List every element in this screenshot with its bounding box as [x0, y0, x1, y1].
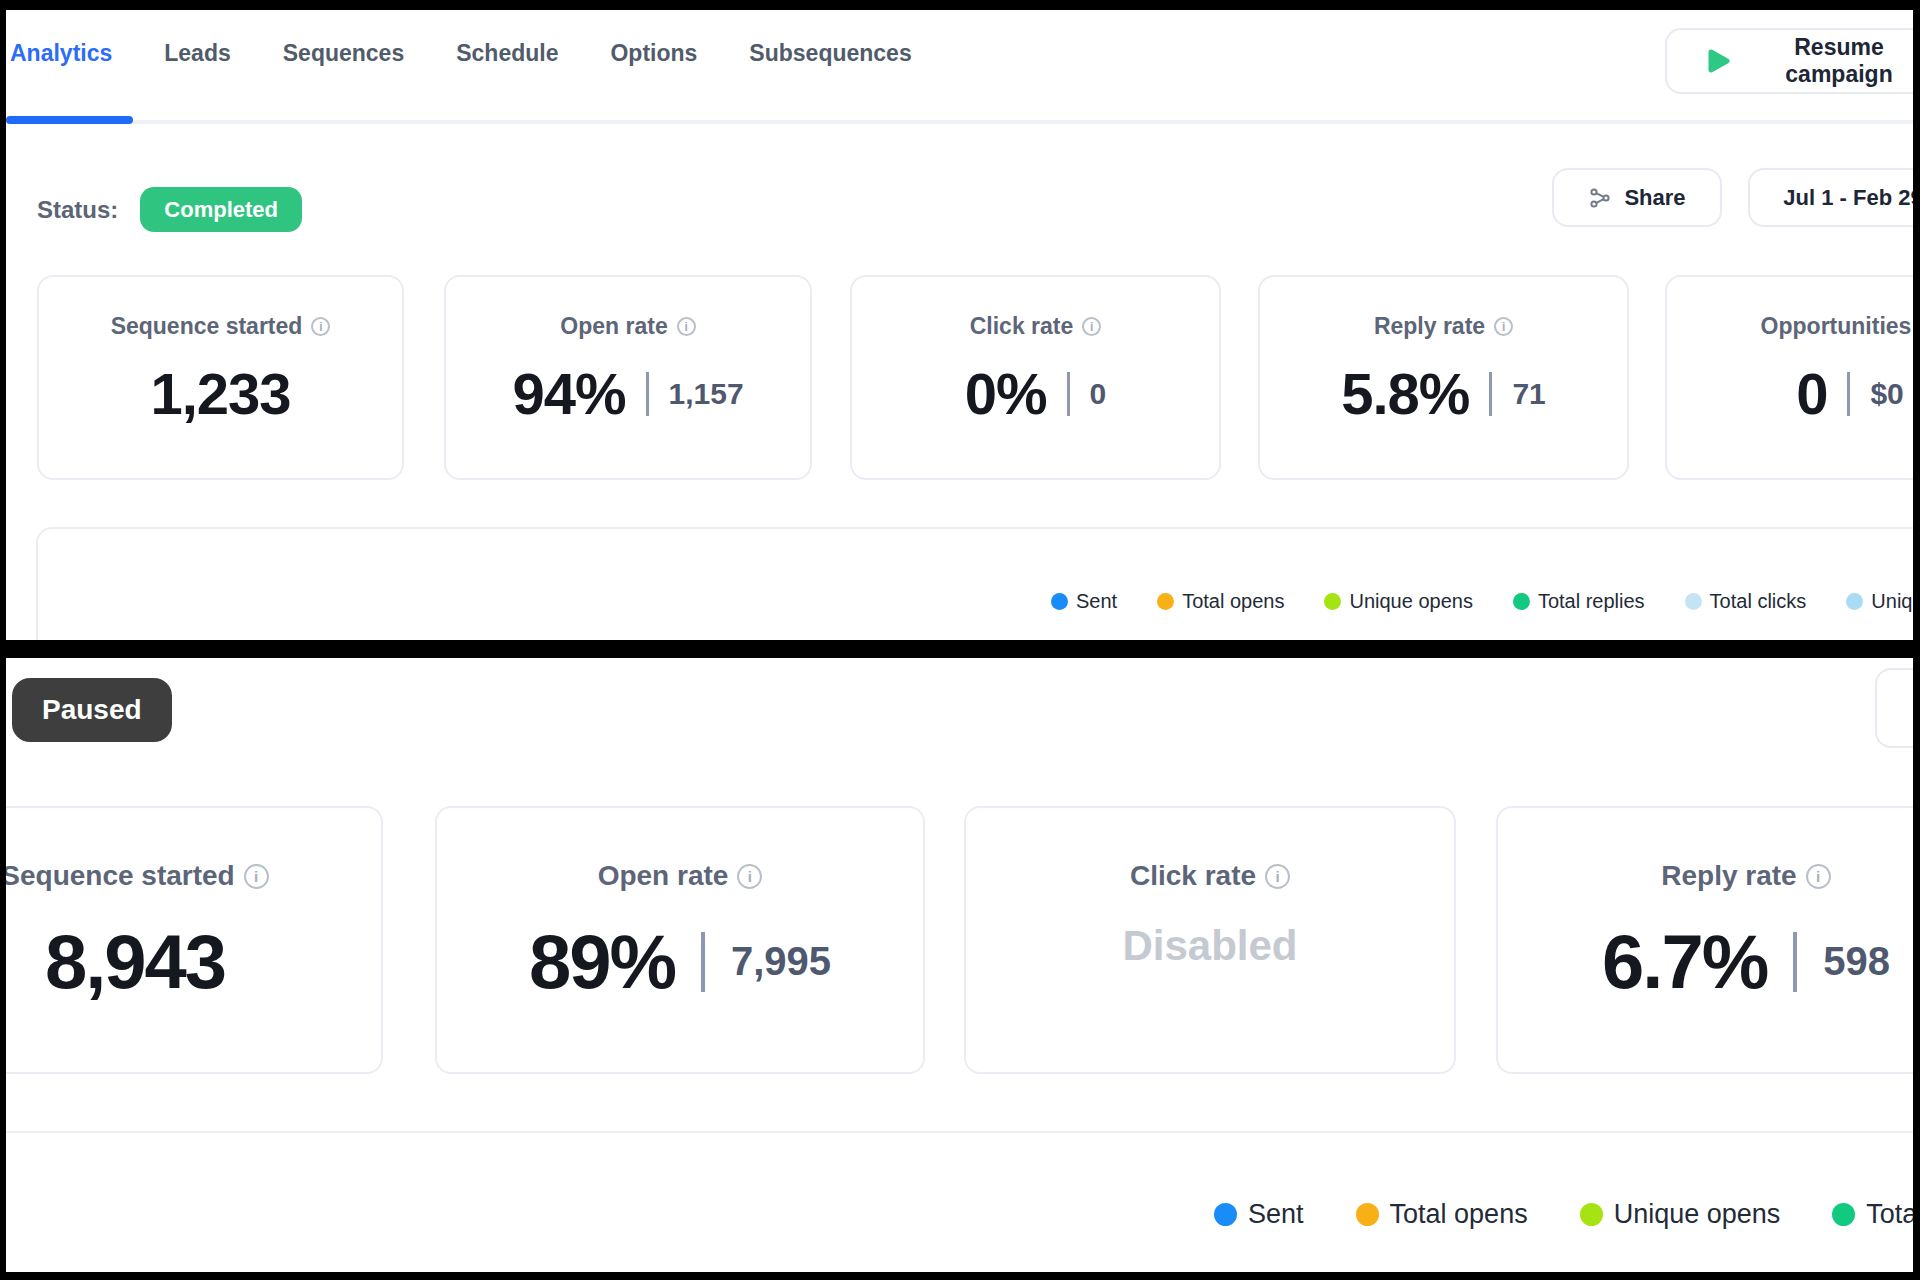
info-icon[interactable]: i — [311, 317, 330, 336]
stat-card-value: 8,943 — [45, 918, 225, 1005]
stat-card-value: 0% — [965, 360, 1047, 427]
stat-card-label: Reply rate — [1661, 860, 1796, 892]
stat-card-disabled-value: Disabled — [1122, 922, 1297, 970]
stat-card-secondary-value: 71 — [1512, 377, 1545, 411]
legend-item-unique-opens[interactable]: Unique opens — [1324, 590, 1472, 613]
status-badge-completed: Completed — [140, 187, 302, 232]
stat-card-value: 89% — [529, 918, 675, 1005]
stat-card-label: Opportunities — [1761, 313, 1912, 340]
stat-card-label: Sequence started — [111, 313, 303, 340]
legend-dot — [1051, 593, 1068, 610]
legend-dot — [1513, 593, 1530, 610]
stat-card-value: 94% — [512, 360, 625, 427]
legend-dot — [1214, 1203, 1237, 1226]
chart-legend: Sent Total opens Unique opens Total repl… — [1051, 590, 1913, 613]
stat-card-secondary-value: 598 — [1823, 939, 1890, 984]
legend-item-total-opens[interactable]: Total opens — [1356, 1199, 1528, 1230]
legend-dot — [1685, 593, 1702, 610]
cropped-button[interactable] — [1875, 668, 1913, 748]
campaign-paused-view: Paused Sequence started i 8,943 Open rat… — [6, 658, 1913, 1272]
legend-item-total-replies[interactable]: Total replies — [1832, 1199, 1913, 1230]
stat-card-reply-rate: Reply rate i 5.8% 71 — [1258, 275, 1629, 480]
stat-card-click-rate: Click rate i 0% 0 — [850, 275, 1221, 480]
stitched-screenshots-frame: Analytics Leads Sequences Schedule Optio… — [0, 0, 1920, 1280]
stat-card-reply-rate: Reply rate i 6.7% 598 — [1496, 806, 1913, 1074]
share-button[interactable]: Share — [1552, 168, 1722, 227]
tab-leads[interactable]: Leads — [164, 40, 230, 67]
legend-item-sent[interactable]: Sent — [1051, 590, 1117, 613]
legend-dot — [1324, 593, 1341, 610]
share-label: Share — [1624, 185, 1685, 211]
stat-card-value: 5.8% — [1341, 360, 1469, 427]
stat-card-label: Open rate — [598, 860, 729, 892]
stat-card-sequence-started: Sequence started i 8,943 — [6, 806, 383, 1074]
info-icon[interactable]: i — [1265, 864, 1290, 889]
stat-card-label: Reply rate — [1374, 313, 1485, 340]
analytics-chart-panel: Sent Total opens Unique opens Total repl… — [6, 1131, 1913, 1272]
resume-campaign-button[interactable]: Resume campaign — [1665, 28, 1913, 94]
stat-card-opportunities: Opportunities i 0 $0 — [1665, 275, 1913, 480]
active-tab-underline — [6, 116, 133, 124]
value-divider — [1847, 372, 1850, 416]
chart-legend: Sent Total opens Unique opens Total repl… — [1214, 1199, 1913, 1230]
status-label: Status: — [37, 196, 118, 224]
stat-card-label: Click rate — [970, 313, 1074, 340]
legend-item-unique-opens[interactable]: Unique opens — [1580, 1199, 1781, 1230]
value-divider — [1793, 932, 1797, 992]
play-icon — [1707, 48, 1731, 74]
legend-dot — [1356, 1203, 1379, 1226]
tab-options[interactable]: Options — [610, 40, 697, 67]
date-range-button[interactable]: Jul 1 - Feb 29 — [1748, 168, 1913, 227]
tab-analytics[interactable]: Analytics — [10, 40, 112, 67]
stat-card-label: Click rate — [1130, 860, 1256, 892]
tab-subsequences[interactable]: Subsequences — [749, 40, 911, 67]
legend-item-total-replies[interactable]: Total replies — [1513, 590, 1645, 613]
value-divider — [701, 932, 705, 992]
stat-card-secondary-value: 0 — [1090, 377, 1107, 411]
stat-card-value: 0 — [1796, 360, 1827, 427]
legend-item-total-clicks[interactable]: Total clicks — [1685, 590, 1807, 613]
info-icon[interactable]: i — [737, 864, 762, 889]
share-icon — [1588, 186, 1612, 210]
legend-item-total-opens[interactable]: Total opens — [1157, 590, 1284, 613]
stat-card-click-rate: Click rate i Disabled — [964, 806, 1456, 1074]
status-badge-paused: Paused — [12, 678, 172, 742]
info-icon[interactable]: i — [1806, 864, 1831, 889]
campaign-completed-view: Analytics Leads Sequences Schedule Optio… — [6, 10, 1913, 640]
status-row: Status: Completed — [37, 187, 302, 232]
stat-card-secondary-value: 7,995 — [731, 939, 831, 984]
legend-dot — [1580, 1203, 1603, 1226]
legend-dot — [1832, 1203, 1855, 1226]
legend-item-sent[interactable]: Sent — [1214, 1199, 1304, 1230]
tab-schedule[interactable]: Schedule — [456, 40, 558, 67]
info-icon[interactable]: i — [1494, 317, 1513, 336]
value-divider — [1489, 372, 1492, 416]
legend-dot — [1846, 593, 1863, 610]
resume-campaign-label: Resume campaign — [1745, 34, 1913, 88]
info-icon[interactable]: i — [1082, 317, 1101, 336]
tab-sequences[interactable]: Sequences — [283, 40, 404, 67]
stat-card-open-rate: Open rate i 94% 1,157 — [444, 275, 812, 480]
info-icon[interactable]: i — [244, 864, 269, 889]
campaign-nav-tabs: Analytics Leads Sequences Schedule Optio… — [10, 40, 912, 67]
legend-dot — [1157, 593, 1174, 610]
stat-card-value: 1,233 — [150, 360, 290, 427]
tabbar-divider — [6, 120, 1913, 124]
legend-item-unique-clicks[interactable]: Unique clicks — [1846, 590, 1913, 613]
info-icon[interactable]: i — [677, 317, 696, 336]
stat-card-secondary-value: 1,157 — [669, 377, 744, 411]
stat-card-value: 6.7% — [1602, 918, 1767, 1005]
stat-card-secondary-value: $0 — [1870, 377, 1903, 411]
stat-card-label: Sequence started — [6, 860, 235, 892]
stat-card-label: Open rate — [560, 313, 667, 340]
value-divider — [1067, 372, 1070, 416]
analytics-chart-panel: Sent Total opens Unique opens Total repl… — [36, 527, 1913, 640]
stat-card-sequence-started: Sequence started i 1,233 — [37, 275, 404, 480]
value-divider — [646, 372, 649, 416]
stat-card-open-rate: Open rate i 89% 7,995 — [435, 806, 925, 1074]
